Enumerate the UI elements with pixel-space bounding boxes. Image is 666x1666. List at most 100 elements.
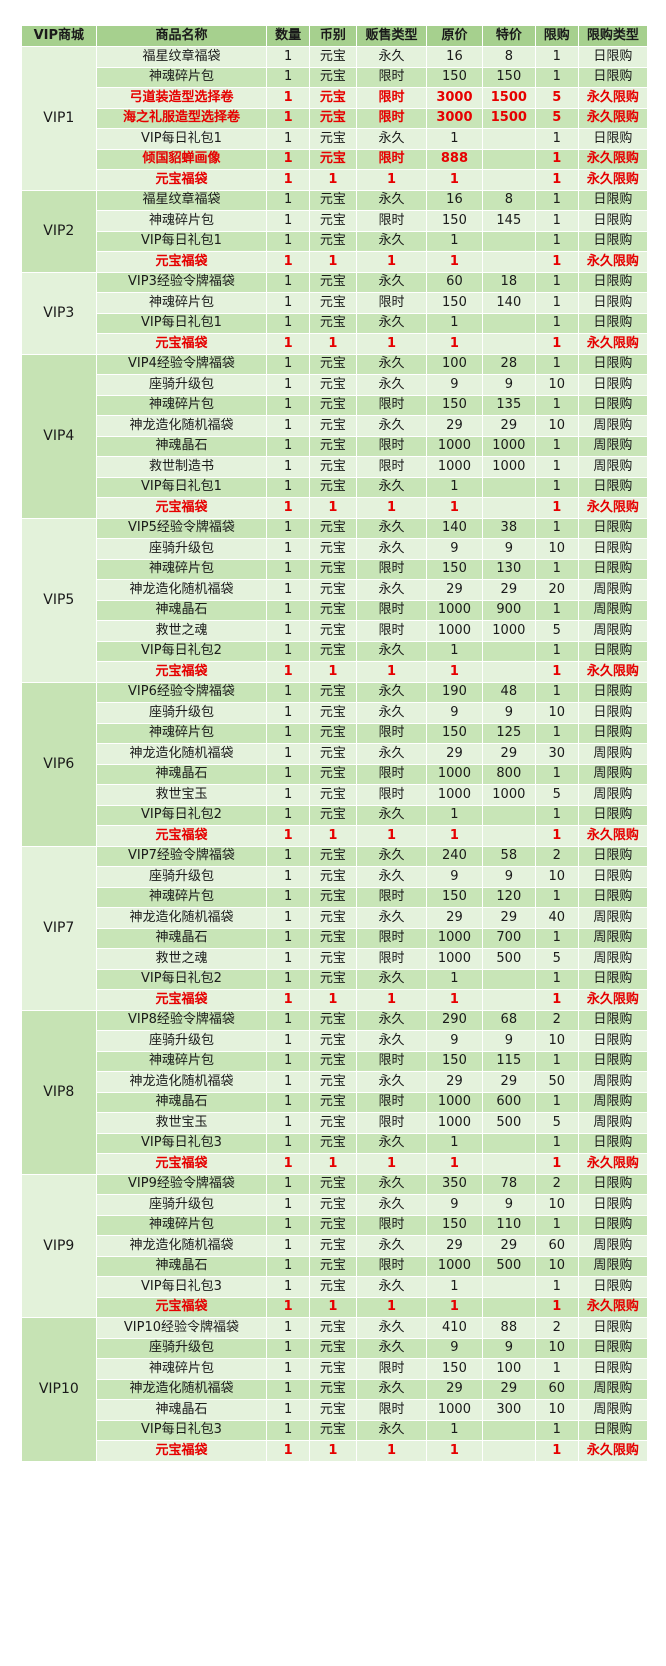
cell-purchase-limit: 2 bbox=[534, 845, 579, 867]
cell-special-price: 9 bbox=[481, 1337, 536, 1359]
cell-purchase-limit: 1 bbox=[534, 292, 579, 314]
cell-purchase-limit: 1 bbox=[534, 46, 579, 68]
cell-sale-type: 限时 bbox=[355, 292, 428, 314]
cell-purchase-limit: 1 bbox=[534, 989, 579, 1011]
cell-item-name: 神魂碎片包 bbox=[95, 292, 268, 314]
table-row: VIP每日礼包2 1 元宝 永久 1 1 日限购 bbox=[22, 968, 649, 990]
table-row: VIP每日礼包1 1 元宝 永久 1 1 日限购 bbox=[22, 230, 649, 252]
cell-special-price: 58 bbox=[481, 845, 536, 867]
cell-special-price: 9 bbox=[481, 374, 536, 396]
cell-currency: 1 bbox=[308, 333, 357, 355]
cell-currency: 元宝 bbox=[308, 948, 357, 970]
cell-original-price: 1 bbox=[426, 1296, 483, 1318]
cell-item-name: 座骑升级包 bbox=[95, 866, 268, 888]
cell-sale-type: 永久 bbox=[355, 1132, 428, 1154]
cell-sale-type: 限时 bbox=[355, 87, 428, 109]
cell-quantity: 1 bbox=[266, 456, 310, 478]
cell-purchase-limit: 2 bbox=[534, 1009, 579, 1031]
cell-special-price bbox=[481, 333, 536, 355]
table-row: 元宝福袋 1 1 1 1 1 永久限购 bbox=[22, 1153, 649, 1175]
cell-limit-type: 日限购 bbox=[577, 66, 649, 88]
cell-limit-type: 日限购 bbox=[577, 702, 649, 724]
cell-sale-type: 永久 bbox=[355, 230, 428, 252]
cell-special-price bbox=[481, 640, 536, 662]
cell-sale-type: 永久 bbox=[355, 538, 428, 560]
cell-original-price: 9 bbox=[426, 538, 483, 560]
cell-sale-type: 永久 bbox=[355, 353, 428, 375]
cell-limit-type: 日限购 bbox=[577, 558, 649, 580]
table-row: 神魂碎片包 1 元宝 限时 150 120 1 日限购 bbox=[22, 886, 649, 908]
cell-original-price: 3000 bbox=[426, 87, 483, 109]
cell-purchase-limit: 1 bbox=[534, 169, 579, 191]
cell-item-name: 救世之魂 bbox=[95, 948, 268, 970]
table-row: VIP10 VIP10经验令牌福袋 1 元宝 永久 410 88 2 日限购 bbox=[21, 1317, 649, 1462]
cell-purchase-limit: 10 bbox=[534, 1194, 579, 1216]
cell-quantity: 1 bbox=[266, 907, 310, 929]
cell-currency: 1 bbox=[308, 1440, 357, 1462]
cell-item-name: 元宝福袋 bbox=[95, 825, 268, 847]
cell-original-price: 29 bbox=[426, 907, 483, 929]
cell-purchase-limit: 2 bbox=[534, 1317, 579, 1339]
cell-currency: 元宝 bbox=[308, 292, 357, 314]
cell-item-name: 神魂晶石 bbox=[95, 435, 268, 457]
cell-item-name: 神魂晶石 bbox=[95, 599, 268, 621]
cell-limit-type: 日限购 bbox=[577, 517, 649, 539]
cell-original-price: 410 bbox=[426, 1317, 483, 1339]
table-row: 元宝福袋 1 1 1 1 1 永久限购 bbox=[22, 251, 649, 273]
cell-special-price bbox=[481, 989, 536, 1011]
header-currency: 币别 bbox=[308, 25, 357, 47]
cell-special-price bbox=[481, 968, 536, 990]
cell-limit-type: 日限购 bbox=[577, 374, 649, 396]
cell-quantity: 1 bbox=[266, 230, 310, 252]
cell-purchase-limit: 1 bbox=[534, 927, 579, 949]
cell-special-price: 500 bbox=[481, 948, 536, 970]
cell-special-price: 9 bbox=[481, 866, 536, 888]
cell-currency: 元宝 bbox=[308, 1091, 357, 1113]
cell-item-name: 座骑升级包 bbox=[95, 538, 268, 560]
table-row: 元宝福袋 1 1 1 1 1 永久限购 bbox=[22, 333, 649, 355]
cell-original-price: 9 bbox=[426, 1337, 483, 1359]
cell-currency: 元宝 bbox=[308, 1337, 357, 1359]
cell-item-name: 座骑升级包 bbox=[95, 702, 268, 724]
cell-limit-type: 周限购 bbox=[577, 784, 649, 806]
table-row: 神魂碎片包 1 元宝 限时 150 140 1 日限购 bbox=[22, 292, 649, 314]
cell-original-price: 1000 bbox=[426, 763, 483, 785]
cell-currency: 元宝 bbox=[308, 189, 357, 211]
table-row: 神龙造化随机福袋 1 元宝 永久 29 29 60 周限购 bbox=[22, 1378, 649, 1400]
cell-currency: 元宝 bbox=[308, 1214, 357, 1236]
cell-sale-type: 永久 bbox=[355, 1337, 428, 1359]
cell-item-name: VIP每日礼包1 bbox=[95, 312, 268, 334]
cell-purchase-limit: 1 bbox=[534, 394, 579, 416]
cell-purchase-limit: 50 bbox=[534, 1071, 579, 1093]
cell-quantity: 1 bbox=[266, 722, 310, 744]
cell-original-price: 150 bbox=[426, 558, 483, 580]
cell-original-price: 1 bbox=[426, 640, 483, 662]
cell-limit-type: 日限购 bbox=[577, 210, 649, 232]
cell-original-price: 9 bbox=[426, 702, 483, 724]
table-row: VIP每日礼包3 1 元宝 永久 1 1 日限购 bbox=[22, 1419, 649, 1441]
cell-quantity: 1 bbox=[266, 1009, 310, 1031]
cell-purchase-limit: 1 bbox=[534, 271, 579, 293]
cell-limit-type: 永久限购 bbox=[577, 87, 649, 109]
cell-special-price: 8 bbox=[481, 189, 536, 211]
cell-special-price: 140 bbox=[481, 292, 536, 314]
cell-special-price: 48 bbox=[481, 681, 536, 703]
cell-original-price: 3000 bbox=[426, 107, 483, 129]
cell-currency: 元宝 bbox=[308, 886, 357, 908]
cell-purchase-limit: 10 bbox=[534, 1337, 579, 1359]
cell-sale-type: 限时 bbox=[355, 1050, 428, 1072]
cell-item-name: 海之礼服造型选择卷 bbox=[95, 107, 268, 129]
cell-original-price: 1000 bbox=[426, 1112, 483, 1134]
cell-limit-type: 日限购 bbox=[577, 886, 649, 908]
table-row: 神魂碎片包 1 元宝 限时 150 110 1 日限购 bbox=[22, 1214, 649, 1236]
cell-limit-type: 日限购 bbox=[577, 476, 649, 498]
table-row: VIP每日礼包2 1 元宝 永久 1 1 日限购 bbox=[22, 640, 649, 662]
cell-special-price: 9 bbox=[481, 1194, 536, 1216]
header-row: VIP商城 商品名称 数量 币别 贩售类型 原价 特价 限购 限购类型 bbox=[21, 25, 649, 47]
table-row: 神魂碎片包 1 元宝 限时 150 150 1 日限购 bbox=[22, 66, 649, 88]
cell-special-price: 68 bbox=[481, 1009, 536, 1031]
cell-original-price: 1 bbox=[426, 804, 483, 826]
cell-currency: 元宝 bbox=[308, 743, 357, 765]
cell-quantity: 1 bbox=[266, 1358, 310, 1380]
cell-original-price: 29 bbox=[426, 1378, 483, 1400]
